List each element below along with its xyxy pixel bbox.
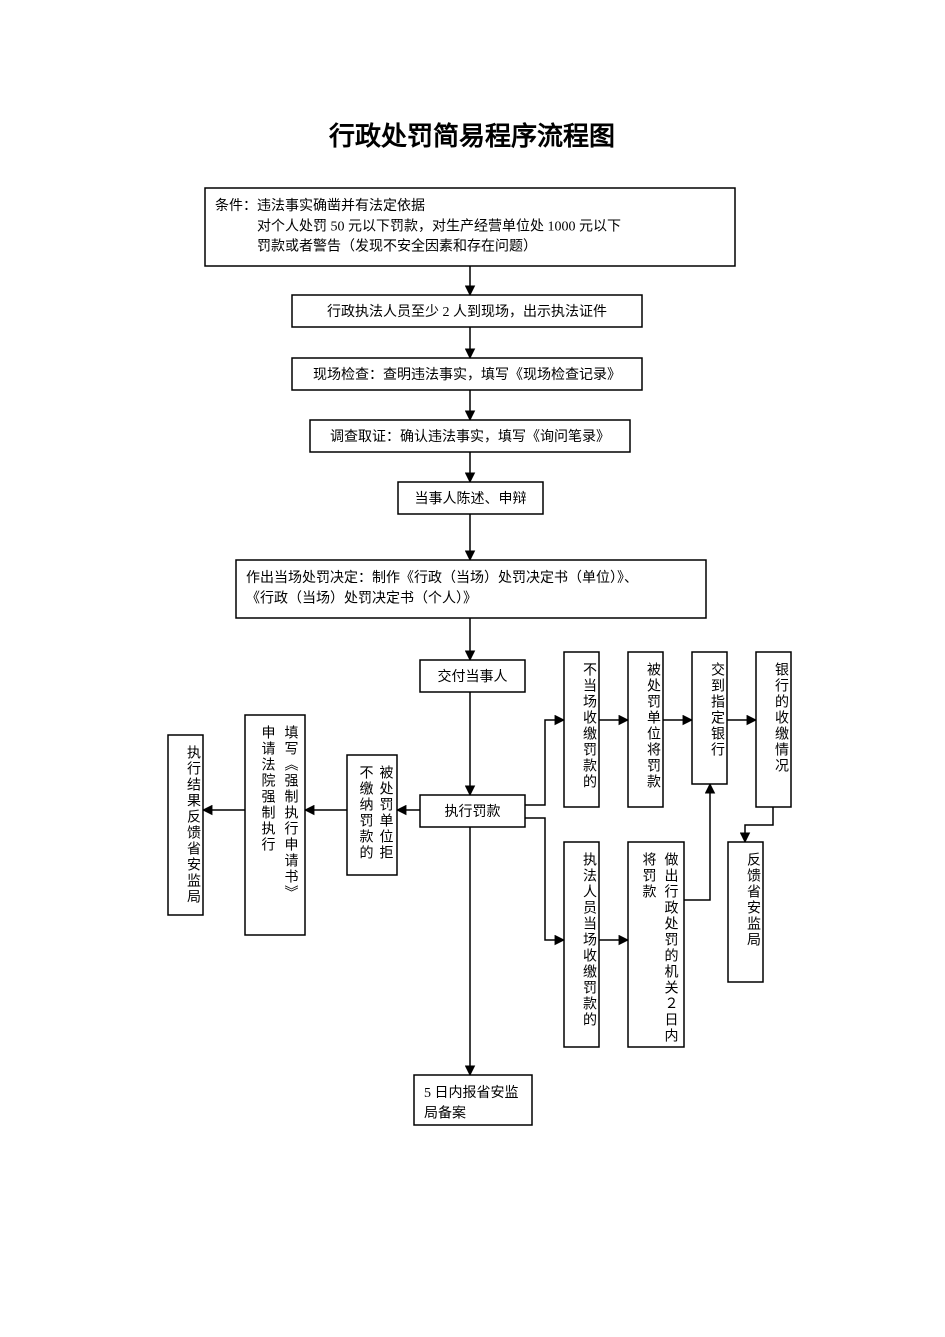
node-v4: 不当场收缴罚款的 (564, 652, 599, 807)
node-v5: 被处罚单位将罚款 (628, 652, 663, 807)
edge-v9-v6b (684, 784, 710, 900)
node-text-v2: 填写《强制执行申请书》 (283, 725, 299, 901)
node-v7: 银行的收缴情况 (756, 652, 791, 807)
node-text-v3: 不缴纳罚款的 (358, 765, 374, 861)
node-v8: 执法人员当场收缴罚款的 (564, 842, 599, 1047)
edge-n8-v4 (525, 720, 564, 805)
node-v1: 执行结果反馈省安监局 (168, 735, 203, 915)
node-box-n6 (236, 560, 706, 618)
node-v3: 被处罚单位拒不缴纳罚款的 (347, 755, 397, 875)
edge-v7-v10 (745, 807, 773, 842)
node-text-v10: 反馈省安监局 (745, 852, 761, 948)
node-text-n3: 现场检查：查明违法事实，填写《现场检查记录》 (313, 367, 621, 383)
node-text-n7: 交付当事人 (438, 668, 508, 685)
node-text-v2: 申请法院强制执行 (260, 725, 276, 853)
node-text-n5: 当事人陈述、申辩 (415, 490, 527, 507)
node-v6: 交到指定银行 (692, 652, 727, 784)
node-n1: 条件：违法事实确凿并有法定依据 对个人处罚 50 元以下罚款，对生产经营单位处 … (205, 188, 735, 266)
node-text-v5: 被处罚单位将罚款 (645, 662, 661, 790)
edge-n8-v8 (525, 818, 564, 940)
node-text-v6: 交到指定银行 (709, 661, 725, 758)
node-text-v8: 执法人员当场收缴罚款的 (581, 852, 597, 1028)
node-v10: 反馈省安监局 (728, 842, 763, 982)
node-text-n8: 执行罚款 (445, 804, 501, 820)
node-n7: 交付当事人 (420, 660, 525, 692)
node-text-v9: 做出行政处罚的机关２日内 (663, 852, 679, 1044)
node-text-v1: 执行结果反馈省安监局 (185, 745, 201, 905)
node-text-v9: 将罚款 (641, 852, 657, 900)
node-n6: 作出当场处罚决定：制作《行政（当场）处罚决定书（单位）》、《行政（当场）处罚决定… (236, 560, 706, 618)
nodes-layer: 条件：违法事实确凿并有法定依据 对个人处罚 50 元以下罚款，对生产经营单位处 … (168, 188, 791, 1125)
flowchart-canvas: 条件：违法事实确凿并有法定依据 对个人处罚 50 元以下罚款，对生产经营单位处 … (0, 0, 945, 1337)
node-text-n2: 行政执法人员至少 2 人到现场，出示执法证件 (327, 304, 607, 320)
node-n2: 行政执法人员至少 2 人到现场，出示执法证件 (292, 295, 642, 327)
node-text-v4: 不当场收缴罚款的 (581, 662, 597, 790)
diagram-title: 行政处罚简易程序流程图 (328, 121, 615, 151)
node-text-v3: 被处罚单位拒 (378, 765, 394, 861)
node-n4: 调查取证：确认违法事实，填写《询问笔录》 (310, 420, 630, 452)
node-n8: 执行罚款 (420, 795, 525, 827)
node-text-v7: 银行的收缴情况 (773, 662, 789, 774)
node-n5: 当事人陈述、申辩 (398, 482, 543, 514)
node-n9: 5 日内报省安监局备案 (414, 1075, 532, 1125)
node-text-n4: 调查取证：确认违法事实，填写《询问笔录》 (330, 429, 610, 445)
node-n3: 现场检查：查明违法事实，填写《现场检查记录》 (292, 358, 642, 390)
node-v9: 做出行政处罚的机关２日内将罚款 (628, 842, 684, 1047)
node-v2: 填写《强制执行申请书》申请法院强制执行 (245, 715, 305, 935)
